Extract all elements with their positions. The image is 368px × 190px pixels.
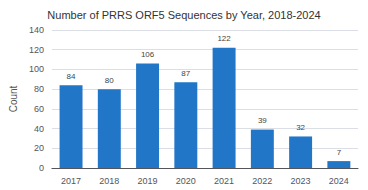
svg-text:0: 0 [39,163,44,173]
svg-text:39: 39 [258,116,267,125]
svg-text:84: 84 [67,72,76,81]
svg-text:2021: 2021 [214,176,234,186]
svg-text:87: 87 [181,69,190,78]
svg-text:20: 20 [34,143,44,153]
svg-text:80: 80 [34,84,44,94]
svg-text:2018: 2018 [99,176,119,186]
svg-text:2024: 2024 [329,176,349,186]
svg-text:Number of PRRS ORF5 Sequences: Number of PRRS ORF5 Sequences by Year, 2… [47,9,320,21]
svg-text:100: 100 [29,64,44,74]
svg-text:2023: 2023 [291,176,311,186]
svg-text:40: 40 [34,124,44,134]
svg-text:106: 106 [141,50,155,59]
svg-text:32: 32 [296,123,305,132]
svg-text:2020: 2020 [176,176,196,186]
svg-text:2022: 2022 [252,176,272,186]
svg-text:80: 80 [105,76,114,85]
svg-text:60: 60 [34,104,44,114]
svg-text:2019: 2019 [138,176,158,186]
svg-text:7: 7 [337,148,342,157]
svg-text:2017: 2017 [61,176,81,186]
svg-text:122: 122 [217,34,231,43]
svg-text:120: 120 [29,45,44,55]
svg-text:Count: Count [8,85,19,112]
svg-text:140: 140 [29,25,44,35]
